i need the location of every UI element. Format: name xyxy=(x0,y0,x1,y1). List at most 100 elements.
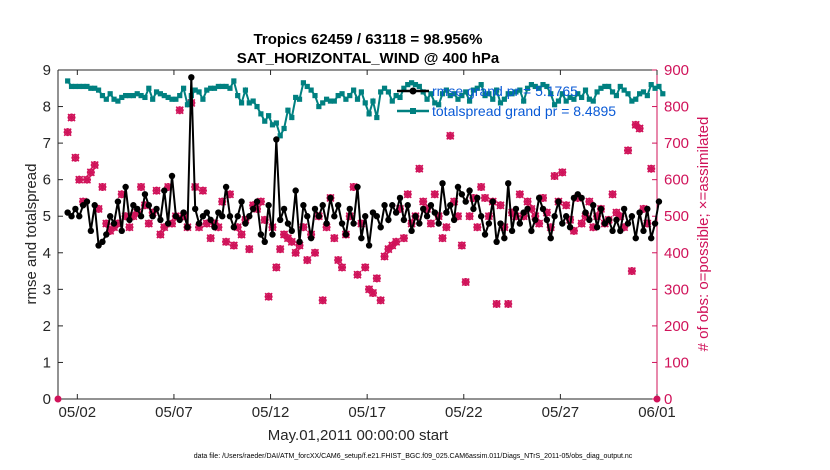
rmse-point xyxy=(493,238,500,246)
totalspread-point xyxy=(656,83,662,90)
rmse-point xyxy=(99,238,106,246)
rmse-point xyxy=(304,213,311,220)
rmse-point xyxy=(474,194,481,202)
rmse-point xyxy=(350,220,357,227)
obs-point xyxy=(368,288,378,298)
obs-assimilated-marker xyxy=(372,274,381,283)
totalspread-point xyxy=(126,92,133,99)
obs-assimilated-marker xyxy=(473,223,482,232)
rmse-point xyxy=(377,223,384,231)
totalspread-point xyxy=(115,98,121,104)
totalspread-point xyxy=(381,85,388,91)
left-tick-label: 6 xyxy=(43,172,51,189)
totalspread-point xyxy=(134,91,140,97)
obs-assimilated-marker xyxy=(616,212,625,221)
rmse-point xyxy=(416,220,423,227)
rmse-point xyxy=(338,220,346,227)
rmse-point xyxy=(358,234,365,242)
rmse-point xyxy=(269,231,276,238)
obs-assimilated-marker xyxy=(98,182,107,192)
rmse-point xyxy=(110,220,118,227)
x-tick-label: 05/12 xyxy=(252,404,290,421)
rmse-point xyxy=(516,220,524,227)
totalspread-point xyxy=(231,78,237,84)
rmse-point xyxy=(582,209,589,216)
obs-assimilated-marker xyxy=(647,164,656,173)
totalspread-point xyxy=(594,89,600,95)
totalspread-point xyxy=(300,80,306,86)
totalspread-point xyxy=(235,92,241,99)
obs-assimilated-marker xyxy=(527,204,536,213)
obs-assimilated-marker xyxy=(137,182,146,192)
obs-assimilated-marker xyxy=(430,190,439,199)
totalspread-point xyxy=(401,85,407,91)
obs-assimilated-marker xyxy=(477,182,486,192)
obs-assimilated-marker xyxy=(419,197,428,206)
obs-assimilated-marker xyxy=(515,190,524,199)
totalspread-point xyxy=(95,87,102,93)
obs-point xyxy=(446,131,455,140)
obs-assimilated-marker xyxy=(585,197,594,206)
obs-assimilated-marker xyxy=(620,223,629,232)
totalspread-point xyxy=(351,87,357,93)
rmse-point xyxy=(164,220,172,227)
totalspread-point xyxy=(528,82,535,88)
totalspread-point xyxy=(161,92,167,99)
rmse-point xyxy=(605,216,612,224)
rmse-point xyxy=(512,205,520,213)
data-file-footer: data file: /Users/raeder/DAI/ATM_forcXX/… xyxy=(194,453,633,460)
rmse-point xyxy=(323,220,330,227)
totalspread-point xyxy=(130,92,136,99)
totalspread-point xyxy=(629,98,635,104)
obs-point xyxy=(264,292,273,301)
obs-assimilated-marker xyxy=(79,197,88,206)
obs-point xyxy=(376,296,385,305)
totalspread-point xyxy=(463,89,469,95)
obs-assimilated-marker xyxy=(345,212,354,221)
obs-point xyxy=(392,237,401,246)
rmse-point xyxy=(423,213,431,220)
rmse-point xyxy=(106,213,114,220)
left-tick-label: 9 xyxy=(43,62,51,79)
totalspread-point xyxy=(501,96,507,102)
y-axis-label-right: # of obs: o=possible; ×=assimilated xyxy=(695,117,712,352)
totalspread-point xyxy=(289,114,295,121)
left-tick-label: 3 xyxy=(43,281,51,298)
obs-assimilated-marker xyxy=(577,219,586,228)
totalspread-point xyxy=(192,87,198,93)
obs-point xyxy=(403,190,412,199)
totalspread-point xyxy=(153,89,160,95)
rmse-point xyxy=(180,209,187,216)
rmse-point xyxy=(508,227,516,235)
rmse-point xyxy=(404,202,411,209)
y-axis-label-left: rmse and totalspread xyxy=(23,164,40,305)
totalspread-point xyxy=(65,78,71,84)
obs-assimilated-marker xyxy=(623,146,633,155)
obs-point xyxy=(152,186,161,195)
totalspread-point xyxy=(215,83,221,90)
obs-assimilated-marker xyxy=(117,190,126,199)
rmse-point xyxy=(311,205,319,213)
totalspread-point xyxy=(428,91,434,97)
rmse-point xyxy=(562,213,570,220)
obs-point xyxy=(82,175,92,184)
rmse-point xyxy=(72,205,79,213)
totalspread-point xyxy=(68,83,75,90)
rmse-point xyxy=(617,227,624,235)
obs-assimilated-marker xyxy=(160,223,169,232)
rmse-point xyxy=(613,216,620,224)
rmse-point xyxy=(68,213,75,220)
totalspread-point xyxy=(354,96,361,102)
totalspread-point xyxy=(327,98,334,104)
left-tick-label: 2 xyxy=(43,318,51,335)
obs-point xyxy=(465,212,474,221)
rmse-point xyxy=(188,74,195,81)
totalspread-point xyxy=(366,111,372,117)
obs-point xyxy=(67,113,76,122)
totalspread-point xyxy=(138,92,144,99)
obs-point xyxy=(558,168,567,177)
right-tick-label: 800 xyxy=(664,99,689,116)
rmse-point xyxy=(528,227,535,235)
rmse-point xyxy=(83,198,91,205)
totalspread-point xyxy=(478,82,484,88)
